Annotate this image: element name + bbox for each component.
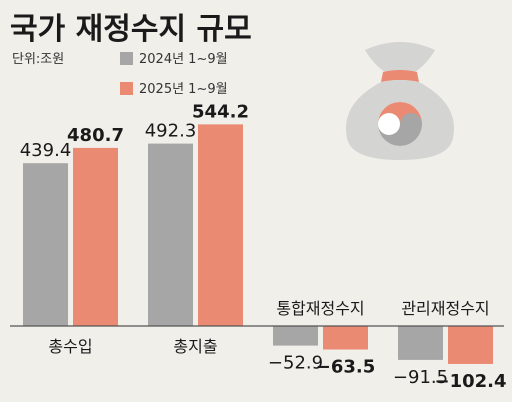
data-label-2-1: −63.5 — [316, 357, 376, 378]
data-label-2-0: −52.9 — [268, 353, 323, 374]
data-label-3-1: −102.4 — [434, 371, 506, 392]
chart-title: 국가 재정수지 규모 — [10, 12, 252, 47]
legend-item-2024: 2024년 1~9월 — [120, 48, 228, 67]
category-label-1: 총지출 — [173, 337, 217, 356]
bar-1-0 — [148, 143, 193, 326]
bar-3-0 — [398, 326, 443, 360]
category-label-3: 관리재정수지 — [401, 299, 489, 318]
data-label-3-0: −91.5 — [393, 367, 448, 388]
bar-1-1 — [198, 124, 243, 326]
legend-swatch-2025 — [120, 82, 133, 95]
legend-item-2025: 2025년 1~9월 — [120, 78, 228, 97]
category-label-0: 총수입 — [48, 337, 92, 356]
data-label-0-1: 480.7 — [67, 125, 124, 146]
bar-0-0 — [23, 163, 68, 326]
category-label-2: 통합재정수지 — [276, 299, 364, 318]
legend-label-2025: 2025년 1~9월 — [139, 82, 228, 97]
money-bag-icon — [345, 42, 455, 160]
bar-2-1 — [323, 326, 368, 350]
bar-3-1 — [448, 326, 493, 364]
bar-0-1 — [73, 147, 118, 326]
legend-label-2024: 2024년 1~9월 — [139, 52, 228, 67]
data-label-1-0: 492.3 — [145, 121, 197, 142]
bar-2-0 — [273, 326, 318, 346]
data-label-1-1: 544.2 — [192, 101, 249, 122]
data-label-0-0: 439.4 — [20, 140, 72, 161]
legend-swatch-2024 — [120, 52, 133, 65]
unit-label: 단위:조원 — [12, 52, 65, 67]
